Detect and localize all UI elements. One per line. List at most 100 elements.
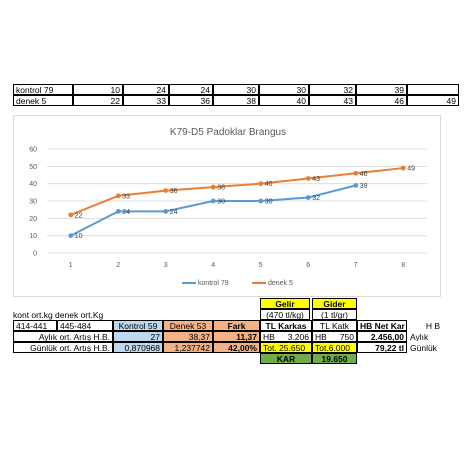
- legend-denek[interactable]: denek 5: [252, 280, 293, 287]
- x-tick-label: 4: [211, 262, 215, 269]
- hb-net-kar-header[interactable]: HB Net Kar: [357, 320, 407, 331]
- data-label: 10: [75, 233, 83, 240]
- gunluk-label[interactable]: Günlük ort. Artış H.B.: [13, 342, 113, 353]
- data-point: [210, 184, 216, 190]
- table-cell[interactable]: 36: [169, 95, 213, 106]
- data-point: [210, 198, 216, 204]
- data-point: [305, 195, 311, 200]
- total-gider[interactable]: Tot.6.000: [312, 342, 357, 353]
- data-point: [305, 176, 311, 181]
- table-cell[interactable]: 40: [259, 95, 309, 106]
- data-label: 24: [170, 209, 178, 216]
- table-cell[interactable]: 46: [356, 95, 407, 106]
- gider-rate[interactable]: (1 tl/gr): [312, 309, 357, 320]
- line-chart[interactable]: K79-D5 Padoklar Brangus 0 10 20 30 40 50 60 1 2 3…: [13, 115, 441, 297]
- total-gelir[interactable]: Tot. 25.650: [260, 342, 312, 353]
- data-label: 40: [265, 181, 273, 188]
- katk-value: 750: [339, 332, 354, 342]
- gider-header[interactable]: Gider: [312, 298, 357, 309]
- table-cell[interactable]: 22: [73, 95, 123, 106]
- data-point: [163, 209, 169, 214]
- table-cell[interactable]: 43: [309, 95, 356, 106]
- data-point: [353, 170, 359, 176]
- aylik-label[interactable]: Aylık ort. Artış H.B.: [13, 331, 113, 342]
- y-tick-label: 50: [29, 164, 37, 171]
- table-cell[interactable]: 49: [407, 95, 459, 106]
- legend-kontrol[interactable]: kontrol 79: [182, 280, 229, 287]
- y-tick-label: 20: [29, 216, 37, 223]
- data-point: [68, 233, 74, 239]
- table-cell[interactable]: 38: [213, 95, 259, 106]
- gelir-hb[interactable]: HB 3.206: [260, 331, 312, 342]
- x-tick-label: 8: [401, 262, 405, 269]
- kontrol-header[interactable]: Kontrol 59: [113, 320, 163, 331]
- data-label: 46: [360, 171, 368, 178]
- data-label: 39: [360, 183, 368, 190]
- gunluk-unit: Günlük: [410, 343, 437, 353]
- tl-katk-header[interactable]: TL Katk: [312, 320, 357, 331]
- legend-denek-swatch: [252, 282, 266, 285]
- data-label: 38: [217, 185, 225, 192]
- table-cell[interactable]: [407, 84, 459, 95]
- table-cell[interactable]: 33: [123, 95, 169, 106]
- hb-label: HB: [263, 332, 275, 342]
- kar-label[interactable]: KAR: [260, 353, 312, 364]
- y-tick-label: 40: [29, 181, 37, 188]
- legend-kontrol-label: kontrol 79: [197, 280, 229, 287]
- gunluk-kontrol[interactable]: 0,870968: [113, 342, 163, 353]
- x-tick-label: 3: [164, 262, 168, 269]
- aylik-denek[interactable]: 38,37: [163, 331, 213, 342]
- row-label-denek[interactable]: denek 5: [13, 95, 73, 106]
- tl-karkas-header[interactable]: TL Karkas: [260, 320, 312, 331]
- table-cell[interactable]: 30: [259, 84, 309, 95]
- data-label: 30: [265, 199, 273, 206]
- table-cell[interactable]: 30: [213, 84, 259, 95]
- x-tick-label: 7: [354, 262, 358, 269]
- y-tick-label: 30: [29, 199, 37, 206]
- row-label-kontrol[interactable]: kontrol 79: [13, 84, 73, 95]
- gelir-header[interactable]: Gelir: [260, 298, 310, 309]
- y-tick-label: 0: [33, 251, 37, 258]
- table-cell[interactable]: 39: [356, 84, 407, 95]
- gelir-rate[interactable]: (470 tl/kg): [260, 309, 310, 320]
- legend-denek-label: denek 5: [267, 280, 293, 287]
- data-label: 43: [312, 176, 320, 183]
- x-tick-label: 6: [306, 262, 310, 269]
- data-point: [258, 198, 264, 204]
- hb-header: H B: [425, 321, 441, 331]
- table-cell[interactable]: 24: [123, 84, 169, 95]
- data-point: [68, 212, 74, 218]
- data-label: 49: [407, 166, 415, 173]
- aylik-fark[interactable]: 11,37: [213, 331, 260, 342]
- gunluk-denek[interactable]: 1,237742: [163, 342, 213, 353]
- data-point: [400, 165, 406, 171]
- table-cell[interactable]: 10: [73, 84, 123, 95]
- data-point: [115, 209, 121, 214]
- table-cell[interactable]: 24: [169, 84, 213, 95]
- data-label: 33: [122, 193, 130, 200]
- data-label: 36: [170, 188, 178, 195]
- gider-hb[interactable]: HB 750: [312, 331, 357, 342]
- kar-value[interactable]: 19.650: [312, 353, 357, 364]
- data-label: 32: [312, 195, 320, 202]
- data-point: [163, 188, 169, 193]
- range-denek[interactable]: 445-484: [57, 320, 113, 331]
- chart-plot: 0 10 20 30 40 50 60 1 2 3 4 5 6 7 8 10 24 24 30 30 32 39 22 33 3…: [29, 147, 427, 269]
- fark-header[interactable]: Fark: [213, 320, 260, 331]
- table-cell[interactable]: 32: [309, 84, 356, 95]
- data-label: 22: [75, 212, 83, 219]
- x-tick-label: 2: [116, 262, 120, 269]
- range-kontrol[interactable]: 414-441: [13, 320, 57, 331]
- aylik-unit: Aylık: [410, 332, 429, 342]
- denek-header[interactable]: Denek 53: [163, 320, 213, 331]
- aylik-kontrol[interactable]: 27: [113, 331, 163, 342]
- series-line-kontrol: [70, 184, 356, 237]
- gunluk-fark[interactable]: 42,00%: [213, 342, 260, 353]
- gunluk-net[interactable]: 79,22 tl: [357, 342, 407, 353]
- y-tick-label: 10: [29, 233, 37, 240]
- kont-denek-caption: kont ort.kg denek ort.Kg: [13, 310, 104, 320]
- series-line-denek: [70, 167, 404, 216]
- aylik-net[interactable]: 2.456,00: [357, 331, 407, 342]
- data-label: 30: [217, 199, 225, 206]
- data-point: [115, 193, 121, 199]
